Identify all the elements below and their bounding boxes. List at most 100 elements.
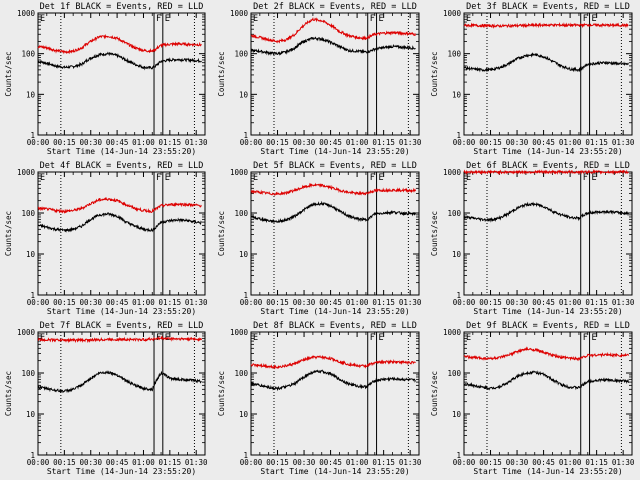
x-tick-label: 00:15 [479,458,502,467]
panel-title: Det 9f BLACK = Events, RED = LLD [466,321,630,331]
x-tick-label: 01:30 [399,298,422,307]
marker-label: E [379,14,384,24]
x-tick-label: 00:45 [319,138,342,147]
x-axis-label: Start Time (14-Jun-14 23:55:20) [47,307,196,316]
y-tick-label: 1000 [443,168,462,177]
x-tick-label: 00:45 [106,138,129,147]
panel-det-4: Det 4f BLACK = Events, RED = LLD Counts/s… [4,161,208,316]
y-axis-label: Counts/sec [217,211,226,256]
x-tick-label: 01:30 [612,298,635,307]
x-axis-label: Start Time (14-Jun-14 23:55:20) [473,147,622,156]
x-tick-label: 00:45 [532,298,555,307]
x-tick-label: 00:00 [27,458,50,467]
panel-det-1: Det 1f BLACK = Events, RED = LLD Counts/s… [4,2,208,156]
x-tick-label: 01:15 [372,138,395,147]
x-tick-label: 01:00 [346,138,369,147]
y-tick-label: 100 [234,209,248,218]
x-tick-label: 01:15 [585,138,608,147]
y-axis-label: Counts/sec [217,51,226,96]
series-line-lld [37,335,202,344]
x-tick-label: 00:15 [53,458,76,467]
x-axis-label: Start Time (14-Jun-14 23:55:20) [473,307,622,316]
x-axis-label: Start Time (14-Jun-14 23:55:20) [260,147,409,156]
axis-frame [37,12,206,136]
panel-det-7: Det 7f BLACK = Events, RED = LLD Counts/s… [4,321,208,476]
x-tick-label: 00:30 [293,298,316,307]
marker-label: F [156,14,161,24]
y-tick-label: 1 [456,131,461,140]
x-axis-label: Start Time (14-Jun-14 23:55:20) [47,147,196,156]
x-tick-label: 00:00 [453,298,476,307]
x-tick-label: 00:30 [79,298,102,307]
marker-label: E [592,173,597,183]
marker-label: E [165,173,170,183]
y-tick-label: 1000 [230,328,249,337]
panel-title: Det 2f BLACK = Events, RED = LLD [253,2,417,12]
y-tick-label: 10 [452,250,462,259]
marker-label: E [379,173,384,183]
marker-label: F [583,333,588,343]
y-tick-label: 10 [239,90,249,99]
marker-label: F [156,173,161,183]
x-tick-label: 01:15 [372,458,395,467]
y-tick-label: 1 [30,131,35,140]
corner-label: E [466,14,471,24]
marker-label: E [592,333,597,343]
axis-frame [250,12,420,136]
y-tick-label: 100 [447,369,461,378]
series-line-events [463,201,629,223]
y-tick-label: 10 [239,250,249,259]
y-tick-label: 1 [243,291,248,300]
y-tick-label: 1000 [443,9,462,18]
y-tick-label: 10 [26,250,36,259]
x-tick-label: 01:30 [185,138,208,147]
marker-label: F [370,333,375,343]
x-tick-label: 01:30 [399,138,422,147]
x-tick-label: 00:30 [79,138,102,147]
x-tick-label: 00:45 [532,458,555,467]
y-axis-label: Counts/sec [430,51,439,96]
panel-det-8: Det 8f BLACK = Events, RED = LLD Counts/s… [217,321,422,476]
x-tick-label: 00:00 [453,138,476,147]
y-tick-label: 1 [456,451,461,460]
y-tick-label: 10 [26,90,36,99]
x-tick-label: 01:00 [132,458,155,467]
x-tick-label: 01:00 [132,138,155,147]
series-line-lld [250,182,416,197]
x-tick-label: 01:15 [585,458,608,467]
marker-label: F [370,14,375,24]
y-tick-label: 1 [30,291,35,300]
x-tick-label: 00:45 [532,138,555,147]
series-line-events [463,370,629,391]
axis-frame [37,331,206,456]
y-tick-label: 100 [21,50,35,59]
x-tick-label: 01:30 [612,458,635,467]
y-tick-label: 1 [243,451,248,460]
x-tick-label: 00:30 [506,138,529,147]
x-tick-label: 00:15 [53,298,76,307]
series-line-lld [463,346,629,362]
x-tick-label: 00:45 [106,298,129,307]
x-tick-label: 01:00 [346,298,369,307]
x-tick-label: 00:00 [27,138,50,147]
x-tick-label: 01:30 [399,458,422,467]
y-tick-label: 100 [447,209,461,218]
panel-det-6: Det 6f BLACK = Events, RED = LLD Counts/s… [430,161,635,316]
x-tick-label: 00:15 [266,298,289,307]
x-tick-label: 00:00 [240,458,263,467]
corner-label: E [40,333,45,343]
x-tick-label: 01:00 [559,138,582,147]
x-tick-label: 00:00 [27,298,50,307]
series-line-lld [250,17,416,44]
marker-label: E [379,333,384,343]
corner-label: E [253,173,258,183]
y-tick-label: 100 [234,50,248,59]
x-axis-label: Start Time (14-Jun-14 23:55:20) [47,467,196,476]
x-tick-label: 00:00 [240,298,263,307]
y-tick-label: 1000 [17,168,36,177]
marker-label: E [165,14,170,24]
y-tick-label: 1 [456,291,461,300]
corner-label: E [466,333,471,343]
series-line-events [250,200,416,224]
